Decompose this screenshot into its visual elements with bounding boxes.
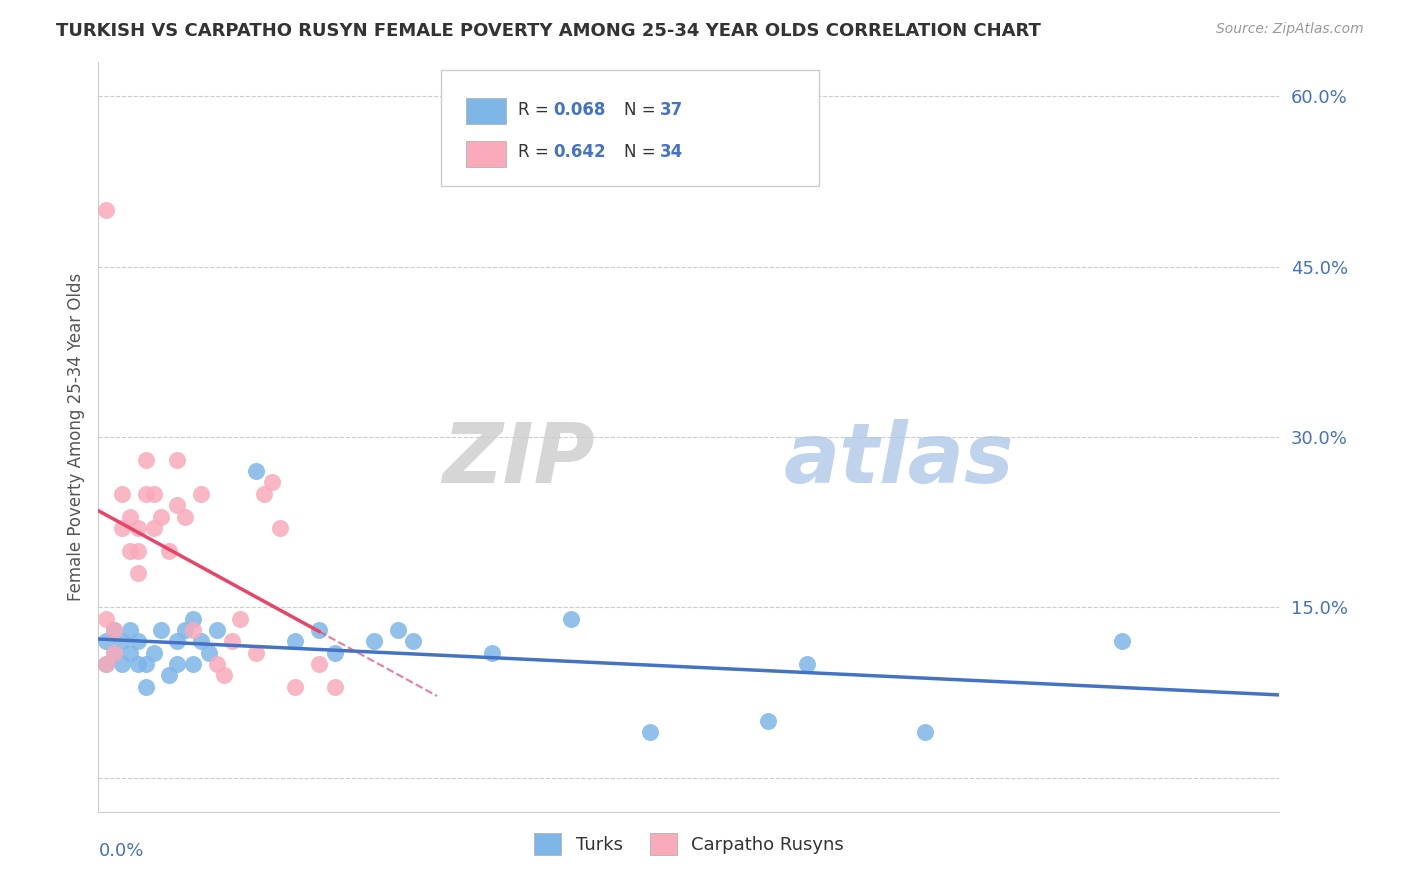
Text: 0.068: 0.068 [553,101,606,119]
Point [127,566,149,581]
Point [127,521,149,535]
Text: R =: R = [517,144,554,161]
FancyBboxPatch shape [441,70,818,186]
Text: N =: N = [624,144,661,161]
Point [96,202,118,217]
Point [111,657,134,672]
Point [111,634,134,648]
Point [308,657,330,672]
Text: Source: ZipAtlas.com: Source: ZipAtlas.com [1216,22,1364,37]
Point [363,634,385,648]
Point [181,612,204,626]
Text: R =: R = [517,101,554,119]
Text: N =: N = [624,101,661,119]
Point [103,623,125,637]
Point [96,657,118,672]
Text: 0.642: 0.642 [553,144,606,161]
Legend: Turks, Carpatho Rusyns: Turks, Carpatho Rusyns [527,826,851,863]
Point [150,509,173,524]
Point [142,487,165,501]
Point [638,725,661,739]
Point [96,612,118,626]
Point [190,634,212,648]
Point [142,521,165,535]
Point [284,634,307,648]
Point [118,509,141,524]
Point [214,668,236,682]
Point [150,623,173,637]
Point [103,646,125,660]
Point [135,657,157,672]
Point [135,487,157,501]
Point [127,657,149,672]
Point [157,668,180,682]
FancyBboxPatch shape [465,98,506,124]
Point [1111,634,1133,648]
Point [560,612,582,626]
Point [402,634,425,648]
Point [127,634,149,648]
Point [118,543,141,558]
Point [308,623,330,637]
Point [323,680,346,694]
Point [253,487,276,501]
Point [205,657,228,672]
Point [96,657,118,672]
Point [756,714,779,728]
Point [111,487,134,501]
Point [142,646,165,660]
Text: 37: 37 [659,101,683,119]
Point [245,646,267,660]
Y-axis label: Female Poverty Among 25-34 Year Olds: Female Poverty Among 25-34 Year Olds [66,273,84,601]
Point [181,657,204,672]
Text: 0.0%: 0.0% [98,842,143,860]
Point [323,646,346,660]
Point [174,509,197,524]
Point [174,623,197,637]
Point [166,498,188,512]
Point [284,680,307,694]
Point [481,646,503,660]
Point [127,543,149,558]
Point [111,521,134,535]
Point [135,452,157,467]
Point [197,646,219,660]
Point [190,487,212,501]
Point [118,623,141,637]
Point [260,475,283,490]
Point [387,623,409,637]
Point [245,464,267,478]
Point [118,646,141,660]
Text: 34: 34 [659,144,683,161]
Point [96,634,118,648]
Point [221,634,243,648]
Text: TURKISH VS CARPATHO RUSYN FEMALE POVERTY AMONG 25-34 YEAR OLDS CORRELATION CHART: TURKISH VS CARPATHO RUSYN FEMALE POVERTY… [56,22,1040,40]
Point [103,646,125,660]
Point [166,452,188,467]
Point [229,612,252,626]
Point [166,634,188,648]
Point [205,623,228,637]
Text: atlas: atlas [783,419,1014,500]
Point [135,680,157,694]
FancyBboxPatch shape [465,141,506,167]
Point [269,521,291,535]
Point [103,623,125,637]
Point [796,657,818,672]
Point [914,725,936,739]
Point [166,657,188,672]
Text: ZIP: ZIP [441,419,595,500]
Point [157,543,180,558]
Point [181,623,204,637]
